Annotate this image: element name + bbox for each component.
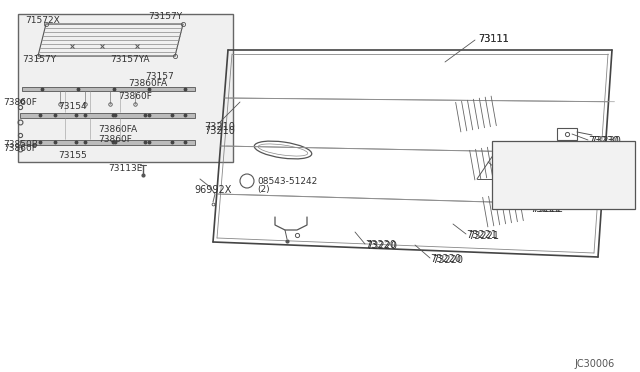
Text: 73220: 73220 bbox=[366, 241, 397, 251]
Text: 73155: 73155 bbox=[58, 151, 87, 160]
Text: 73220: 73220 bbox=[365, 240, 396, 250]
Text: 73113E: 73113E bbox=[108, 164, 142, 173]
Text: 73860FA: 73860FA bbox=[98, 125, 137, 134]
Text: 73111: 73111 bbox=[478, 34, 509, 44]
Text: 73860F: 73860F bbox=[118, 92, 152, 100]
Text: 73220: 73220 bbox=[430, 254, 461, 264]
Text: 73157YA: 73157YA bbox=[110, 55, 150, 64]
Text: 73220: 73220 bbox=[432, 255, 463, 265]
Bar bbox=[22, 87, 195, 91]
Text: (FR&CTR): (FR&CTR) bbox=[534, 177, 571, 186]
Bar bbox=[492, 141, 635, 209]
Text: EXC. F/ROOF RACK: EXC. F/ROOF RACK bbox=[524, 144, 604, 153]
Text: (RR): (RR) bbox=[534, 196, 551, 205]
Text: 73860F: 73860F bbox=[3, 144, 37, 153]
Text: 73221: 73221 bbox=[466, 230, 497, 240]
Bar bbox=[18, 14, 233, 162]
Text: 73162: 73162 bbox=[534, 169, 563, 177]
Text: 73157Y: 73157Y bbox=[148, 12, 182, 20]
Text: 73222: 73222 bbox=[532, 204, 563, 214]
Text: 73221: 73221 bbox=[468, 231, 499, 241]
Text: 73230: 73230 bbox=[590, 136, 621, 146]
Text: 08543-51242: 08543-51242 bbox=[257, 176, 317, 186]
Text: 71572X: 71572X bbox=[25, 16, 60, 25]
Text: 73157Y: 73157Y bbox=[22, 55, 56, 64]
Text: 73210: 73210 bbox=[204, 126, 235, 136]
Bar bbox=[557, 128, 577, 140]
Text: 73111: 73111 bbox=[478, 34, 509, 44]
Text: 73860F: 73860F bbox=[98, 135, 132, 144]
Bar bbox=[20, 140, 195, 144]
Bar bbox=[20, 112, 195, 118]
Text: 73210: 73210 bbox=[204, 122, 235, 132]
Text: 73157: 73157 bbox=[145, 71, 173, 80]
Text: 73222: 73222 bbox=[506, 175, 537, 185]
Text: JC30006: JC30006 bbox=[575, 359, 615, 369]
Text: 73222: 73222 bbox=[530, 204, 561, 214]
Text: 73850B: 73850B bbox=[3, 140, 38, 148]
Text: 73154: 73154 bbox=[58, 102, 86, 110]
Text: 73230: 73230 bbox=[588, 136, 619, 146]
Text: 73222: 73222 bbox=[509, 175, 540, 185]
Text: 96992X: 96992X bbox=[194, 185, 232, 195]
Text: 73860F: 73860F bbox=[3, 97, 37, 106]
Text: (2): (2) bbox=[257, 185, 269, 193]
Text: 73860FA: 73860FA bbox=[128, 78, 167, 87]
Text: 73150N: 73150N bbox=[534, 186, 570, 196]
